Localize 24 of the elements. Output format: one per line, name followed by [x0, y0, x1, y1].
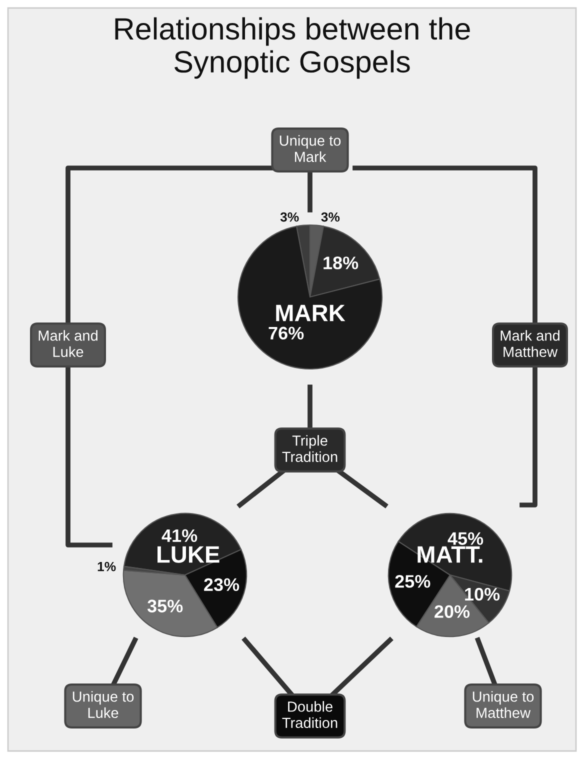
data-label: 10%	[465, 588, 500, 601]
pie-slice	[237, 226, 383, 370]
text: LUKE	[158, 546, 220, 563]
text: Unique to Luke	[72, 691, 134, 718]
text: MATT.	[418, 546, 482, 563]
text: Mark and Matthew	[500, 330, 560, 358]
data-label: 20%	[434, 605, 470, 618]
text: Mark and Luke	[38, 330, 98, 358]
data-label: 35%	[147, 600, 183, 612]
data-label: 3%	[280, 212, 299, 222]
data-label: 3%	[321, 212, 340, 222]
text: Unique to Matthew	[472, 691, 534, 718]
data-label: 76%	[268, 326, 304, 340]
data-label: 1%	[98, 562, 116, 572]
text: Double Tradition	[282, 701, 338, 728]
data-label: 23%	[204, 578, 240, 592]
text: Relationships between the Synoptic Gospels	[115, 17, 470, 79]
text: Triple Tradition	[282, 435, 338, 462]
data-label: 18%	[324, 256, 358, 270]
text: Unique to Mark	[280, 135, 341, 162]
data-label: 25%	[395, 575, 430, 588]
data-label: 41%	[162, 529, 198, 542]
text: MARK	[276, 304, 346, 322]
data-label: 45%	[448, 532, 484, 545]
